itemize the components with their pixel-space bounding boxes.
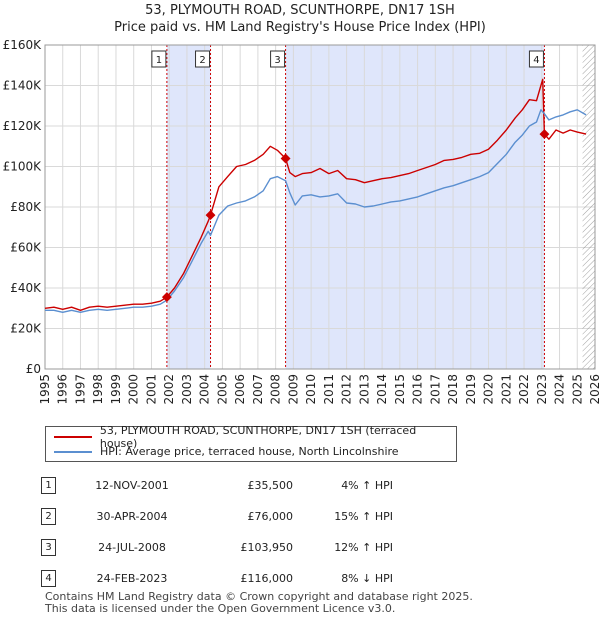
footer-line1: Contains HM Land Registry data © Crown c…: [45, 590, 473, 603]
chart-title-line1: 53, PLYMOUTH ROAD, SCUNTHORPE, DN17 1SH: [145, 3, 455, 18]
x-tick-label: 2015: [393, 374, 407, 405]
sale-label-box: [195, 50, 211, 68]
x-tick-label: 1995: [38, 374, 52, 405]
table-row: 4 24-FEB-2023 £116,000 8% ↓ HPI: [41, 563, 393, 594]
table-row: 3 24-JUL-2008 £103,950 12% ↑ HPI: [41, 532, 393, 563]
legend-swatch-property: [54, 435, 92, 438]
sales-table: 1 12-NOV-2001 £35,500 4% ↑ HPI 2 30-APR-…: [41, 470, 393, 594]
y-tick-label: £140K: [3, 79, 43, 93]
sale-label-text: 4: [533, 55, 539, 66]
sale-number-badge: 4: [41, 570, 56, 587]
y-tick-label: £40K: [10, 281, 42, 295]
sale-point: [161, 292, 172, 303]
x-tick-label: 2007: [251, 374, 265, 405]
x-tick-label: 2023: [535, 374, 549, 405]
x-tick-label: 2025: [570, 374, 584, 405]
property-price-line: [44, 78, 587, 311]
footer-line2: This data is licensed under the Open Gov…: [45, 602, 396, 615]
y-tick-label: £60K: [10, 241, 42, 255]
x-tick-label: 2017: [428, 374, 442, 405]
forecast-hatch: [582, 45, 595, 369]
y-tick-label: £100K: [3, 160, 43, 174]
x-tick-label: 2004: [198, 374, 212, 405]
x-tick-label: 2009: [286, 374, 300, 405]
x-tick-label: 2005: [215, 374, 229, 405]
x-tick-label: 2008: [269, 374, 283, 405]
sale-point: [205, 210, 216, 221]
hpi-line: [45, 109, 587, 313]
sale-label-text: 1: [156, 55, 162, 66]
legend-label-property: 53, PLYMOUTH ROAD, SCUNTHORPE, DN17 1SH …: [99, 423, 417, 450]
sale-number-badge: 2: [41, 508, 56, 525]
x-tick-label: 2000: [127, 374, 141, 405]
legend-label-hpi: HPI: Average price, terraced house, Nort…: [100, 445, 399, 458]
legend-item-property: 53, PLYMOUTH ROAD, SCUNTHORPE, DN17 1SH …: [54, 424, 456, 450]
sale-label-text: 2: [199, 55, 205, 66]
sale-date: 24-FEB-2023: [96, 572, 168, 585]
x-tick-label: 2002: [162, 374, 176, 405]
x-tick-label: 1998: [91, 374, 105, 405]
x-tick-label: 2011: [322, 374, 336, 405]
x-tick-label: 1999: [109, 374, 123, 405]
x-tick-label: 2022: [517, 374, 531, 405]
sale-point: [539, 129, 550, 140]
chart-title-line2: Price paid vs. HM Land Registry's House …: [114, 20, 486, 35]
footer: Contains HM Land Registry data © Crown c…: [45, 591, 473, 615]
sale-hpi-diff: 8% ↓ HPI: [341, 572, 393, 585]
x-tick-label: 2001: [144, 374, 158, 405]
sale-hpi-diff: 15% ↑ HPI: [334, 510, 393, 523]
plot-frame: [44, 44, 596, 370]
sale-hpi-diff: 4% ↑ HPI: [341, 479, 393, 492]
sale-point: [280, 153, 291, 164]
y-tick-label: £160K: [3, 38, 43, 52]
sale-date: 24-JUL-2008: [98, 541, 166, 554]
sale-label-text: 3: [274, 55, 280, 66]
table-row: 1 12-NOV-2001 £35,500 4% ↑ HPI: [41, 470, 393, 501]
x-tick-label: 2003: [180, 374, 194, 405]
sale-price: £116,000: [240, 572, 294, 585]
x-tick-label: 2006: [233, 374, 247, 405]
sale-label-box: [151, 50, 167, 68]
x-tick-label: 2021: [499, 374, 513, 405]
x-tick-label: 2012: [340, 374, 354, 405]
sale-price: £35,500: [247, 479, 294, 492]
sale-price: £103,950: [240, 541, 294, 554]
sale-label-box: [270, 50, 286, 68]
x-tick-label: 2016: [411, 374, 425, 405]
x-tick-label: 1996: [56, 374, 70, 405]
price-chart: 1 2 3 4 £0 £20K £40K £60K £80K £100K £120K £140K £1…: [3, 38, 600, 405]
y-tick-label: £80K: [10, 200, 42, 214]
x-tick-label: 2024: [553, 374, 567, 405]
sale-date: 30-APR-2004: [96, 510, 168, 523]
chart-title: 53, PLYMOUTH ROAD, SCUNTHORPE, DN17 1SH …: [0, 2, 600, 36]
table-row: 2 30-APR-2004 £76,000 15% ↑ HPI: [41, 501, 393, 532]
sale-label-box: [528, 50, 544, 68]
x-tick-label: 1997: [73, 374, 87, 405]
sale-price: £76,000: [247, 510, 294, 523]
y-tick-label: £120K: [3, 119, 43, 133]
x-tick-label: 2020: [482, 374, 496, 405]
legend-swatch-hpi: [54, 450, 92, 453]
sale-number-badge: 3: [41, 539, 56, 556]
x-tick-label: 2013: [357, 374, 371, 405]
legend: 53, PLYMOUTH ROAD, SCUNTHORPE, DN17 1SH …: [45, 424, 457, 462]
x-tick-label: 2018: [446, 374, 460, 405]
x-tick-label: 2014: [375, 374, 389, 405]
x-tick-label: 2010: [304, 374, 318, 405]
sale-date: 12-NOV-2001: [95, 479, 169, 492]
y-tick-label: £20K: [10, 322, 42, 336]
legend-item-hpi: HPI: Average price, terraced house, Nort…: [54, 444, 399, 459]
x-tick-label: 2026: [588, 374, 600, 405]
sale-hpi-diff: 12% ↑ HPI: [334, 541, 393, 554]
x-tick-label: 2019: [464, 374, 478, 405]
y-tick-label: £0: [26, 362, 41, 376]
sale-number-badge: 1: [41, 477, 56, 494]
